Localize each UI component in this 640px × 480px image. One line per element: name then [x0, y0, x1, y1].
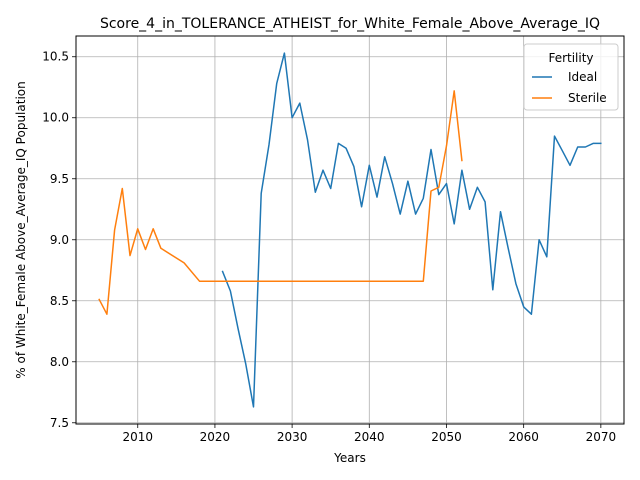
legend-label-sterile: Sterile [568, 91, 607, 105]
series-line-sterile [98, 90, 463, 315]
y-tick-label: 10.0 [42, 111, 69, 125]
legend-label-ideal: Ideal [568, 70, 597, 84]
legend-title: Fertility [548, 51, 593, 65]
chart-title: Score_4_in_TOLERANCE_ATHEIST_for_White_F… [100, 16, 600, 32]
y-tick-label: 10.5 [42, 50, 69, 64]
x-tick-label: 2060 [508, 430, 539, 444]
x-tick-label: 2050 [431, 430, 462, 444]
y-axis-ticks: 7.5 8.0 8.5 9.0 9.5 10.0 10.5 [42, 50, 76, 430]
plot-area-lines [98, 52, 602, 408]
x-tick-label: 2020 [200, 430, 231, 444]
y-tick-label: 8.5 [50, 294, 69, 308]
y-axis-label: % of White_Female Above_Average_IQ Popul… [14, 81, 28, 378]
x-tick-label: 2010 [122, 430, 153, 444]
y-tick-label: 9.0 [50, 233, 69, 247]
x-tick-label: 2040 [354, 430, 385, 444]
y-tick-label: 8.0 [50, 355, 69, 369]
x-tick-label: 2070 [586, 430, 617, 444]
x-axis-ticks: 2010 2020 2030 2040 2050 2060 2070 [122, 424, 616, 444]
legend: Fertility Ideal Sterile [523, 43, 619, 111]
plot-frame [75, 35, 625, 425]
legend-box [523, 43, 619, 111]
y-tick-label: 9.5 [50, 172, 69, 186]
series-line-ideal [221, 52, 602, 408]
x-tick-label: 2030 [277, 430, 308, 444]
x-axis-label: Years [333, 451, 366, 465]
y-tick-label: 7.5 [50, 416, 69, 430]
